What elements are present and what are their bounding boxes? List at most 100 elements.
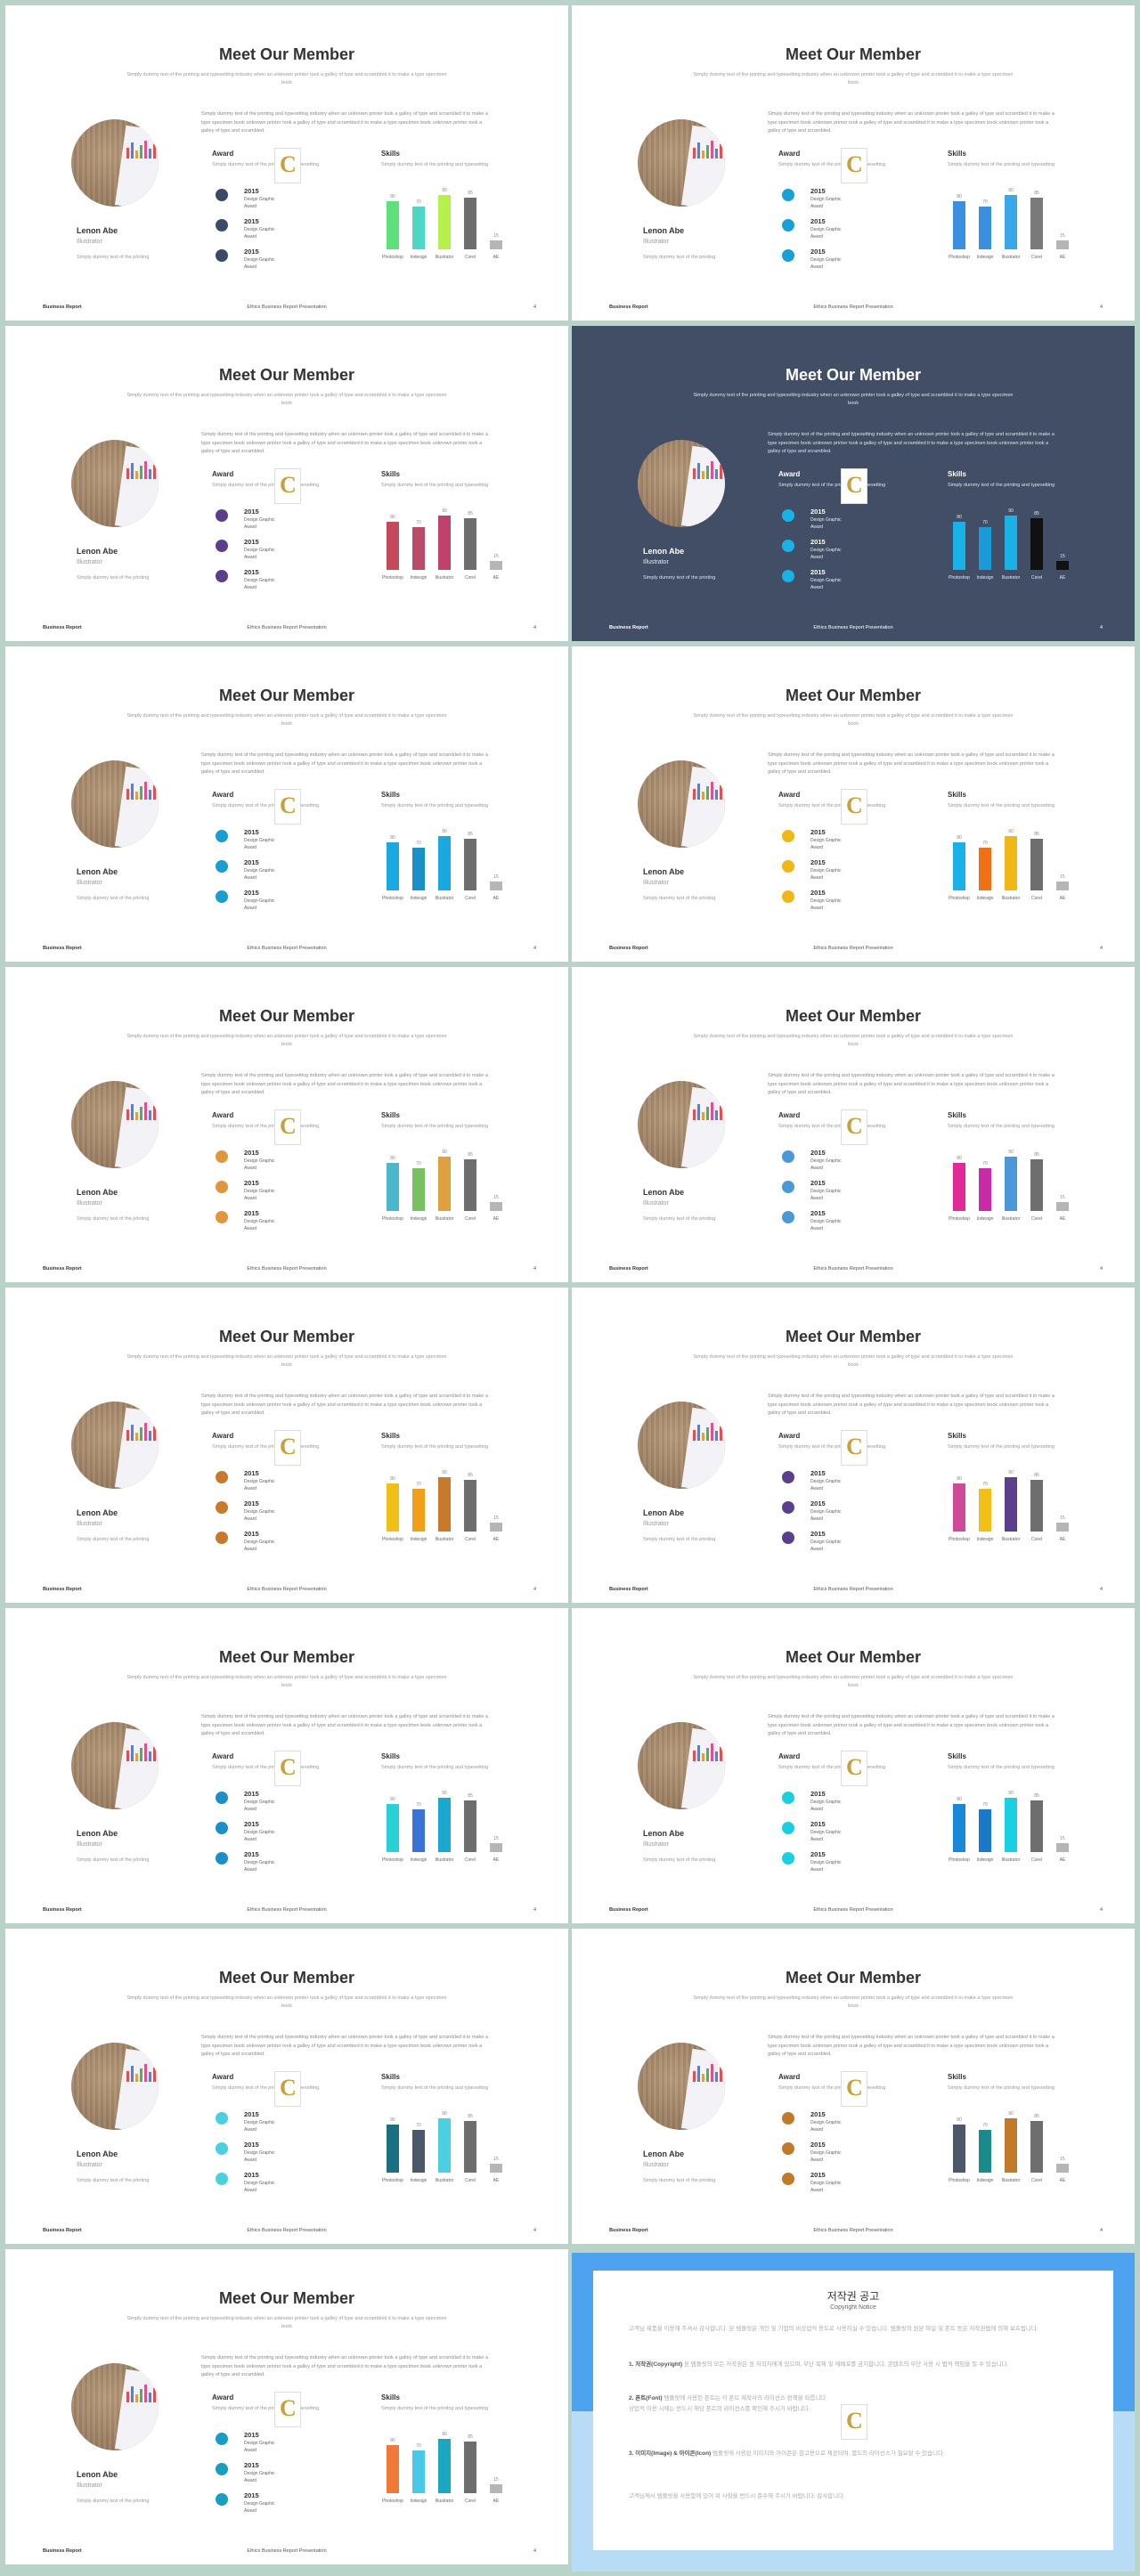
award-line1: Design Graphic — [810, 1219, 842, 1224]
skill-category-label: Indesign — [410, 2178, 428, 2183]
award-dot-icon — [216, 189, 228, 201]
award-heading: Award — [212, 1752, 234, 1760]
award-year: 2015 — [244, 1499, 259, 1507]
photo-mini-bar — [153, 785, 156, 800]
skill-bar — [438, 2117, 451, 2173]
skill-value-label: 85 — [468, 1473, 473, 1479]
award-line2: Award — [810, 1807, 824, 1812]
brand-logo: C — [274, 1109, 301, 1145]
slide[interactable]: Meet Our Member Simply dummy text of the… — [5, 967, 568, 1282]
award-line1: Design Graphic — [810, 227, 842, 232]
brand-logo-letter: C — [846, 2075, 863, 2101]
award-line1: Design Graphic — [810, 838, 842, 843]
award-line2: Award — [244, 1226, 257, 1231]
skill-category-label: Corel — [465, 1857, 476, 1863]
skill-value-label: 80 — [390, 1475, 395, 1482]
skill-value-label: 85 — [1034, 511, 1039, 517]
brand-logo: C — [841, 2071, 867, 2107]
page-number: 4 — [533, 946, 536, 951]
skill-category-label: Corel — [1031, 255, 1042, 260]
member-role: Illustrator — [643, 239, 669, 245]
photo-mini-bar — [149, 2393, 151, 2402]
slide[interactable]: Meet Our Member Simply dummy text of the… — [5, 2249, 568, 2564]
page-title: Meet Our Member — [785, 1969, 922, 1987]
skill-category-label: Photoshop — [949, 1216, 970, 1222]
footer-center: Ethics Business Report Presentation — [813, 1266, 893, 1272]
slide[interactable]: Meet Our Member Simply dummy text of the… — [572, 1608, 1135, 1923]
skills-heading: Skills — [381, 1432, 400, 1440]
member-role: Illustrator — [77, 1521, 102, 1527]
slide[interactable]: Meet Our Member Simply dummy text of the… — [5, 1929, 568, 2244]
page-number: 4 — [533, 1266, 536, 1272]
skill-category-label: Indesign — [410, 1857, 428, 1863]
slide[interactable]: Meet Our Member Simply dummy text of the… — [572, 1288, 1135, 1603]
slide[interactable]: Meet Our Member Simply dummy text of the… — [572, 1929, 1135, 2244]
skill-bar — [438, 835, 451, 890]
award-heading: Award — [212, 791, 234, 799]
award-line1: Design Graphic — [810, 2150, 842, 2156]
award-dot-icon — [782, 509, 794, 522]
slide[interactable]: Meet Our Member Simply dummy text of the… — [5, 326, 568, 641]
brand-logo-letter: C — [280, 2395, 297, 2421]
slide[interactable]: Meet Our Member Simply dummy text of the… — [572, 646, 1135, 962]
page-title: Meet Our Member — [785, 45, 922, 63]
slide[interactable]: Meet Our Member Simply dummy text of the… — [572, 326, 1135, 641]
slide[interactable]: Meet Our Member Simply dummy text of the… — [572, 967, 1135, 1282]
skill-category-label: Corel — [465, 896, 476, 901]
slide[interactable]: Meet Our Member Simply dummy text of the… — [5, 1608, 568, 1923]
award-year: 2015 — [810, 2141, 826, 2149]
member-photo — [71, 2043, 159, 2130]
brand-logo-letter: C — [280, 151, 297, 177]
photo-mini-bar — [715, 1110, 718, 1120]
award-line2: Award — [244, 2478, 257, 2483]
award-dot-icon — [216, 1532, 228, 1544]
skill-value-label: 85 — [468, 2114, 473, 2120]
page-title: Meet Our Member — [785, 1007, 922, 1025]
photo-mini-bar — [140, 2068, 142, 2082]
award-line1: Design Graphic — [244, 1219, 275, 1224]
copyright-slide[interactable]: 저작권 공고 Copyright Notice 고객님 제품을 이용해 주셔서 … — [572, 2253, 1135, 2572]
award-line1: Design Graphic — [244, 2181, 275, 2186]
slide[interactable]: Meet Our Member Simply dummy text of the… — [5, 1288, 568, 1603]
member-short-desc: Simply dummy text of the printing — [77, 896, 150, 901]
skill-bar — [953, 841, 965, 890]
slide[interactable]: Meet Our Member Simply dummy text of the… — [5, 5, 568, 321]
skill-value-label: 70 — [982, 520, 988, 526]
footer-center: Ethics Business Report Presentation — [813, 625, 893, 630]
member-short-desc: Simply dummy text of the printing — [643, 896, 716, 901]
member-role: Illustrator — [77, 2483, 102, 2489]
photo-mini-bar — [144, 141, 147, 158]
award-line2: Award — [244, 264, 257, 270]
award-dot-icon — [782, 219, 794, 232]
skill-value-label: 70 — [416, 2443, 421, 2450]
award-dot-icon — [782, 2112, 794, 2125]
award-heading: Award — [212, 2073, 234, 2081]
slide[interactable]: Meet Our Member Simply dummy text of the… — [5, 646, 568, 962]
award-dot-icon — [782, 540, 794, 552]
skill-category-label: AE — [493, 2499, 500, 2504]
photo-mini-bar — [702, 1112, 704, 1120]
award-line2: Award — [810, 585, 824, 590]
award-line2: Award — [244, 234, 257, 240]
award-desc: Simply dummy text of the printing and ty… — [212, 2085, 320, 2091]
award-dot-icon — [216, 2493, 228, 2506]
award-year: 2015 — [810, 858, 826, 866]
award-line2: Award — [244, 875, 257, 881]
skill-value-label: 70 — [416, 520, 421, 526]
photo-mini-bar — [140, 1107, 142, 1120]
skill-value-label: 80 — [957, 1796, 962, 1802]
photo-mini-chart — [126, 1101, 159, 1120]
footer-left: Business Report — [43, 625, 82, 630]
brand-logo: C — [841, 2404, 867, 2440]
slide[interactable]: Meet Our Member Simply dummy text of the… — [572, 5, 1135, 321]
award-line1: Design Graphic — [244, 1860, 275, 1865]
award-line1: Design Graphic — [244, 2441, 275, 2446]
skill-category-label: Illustrator — [1001, 1857, 1021, 1863]
skill-bar — [490, 881, 502, 890]
skill-bar — [387, 521, 399, 570]
skill-category-label: Indesign — [410, 575, 428, 581]
brand-logo: C — [841, 1109, 867, 1145]
skill-bar — [490, 560, 502, 570]
award-line1: Design Graphic — [810, 1509, 842, 1515]
skills-chart: 80 Photoshop 70 Indesign 90 Illustrator 85 Core… — [948, 1142, 1081, 1222]
